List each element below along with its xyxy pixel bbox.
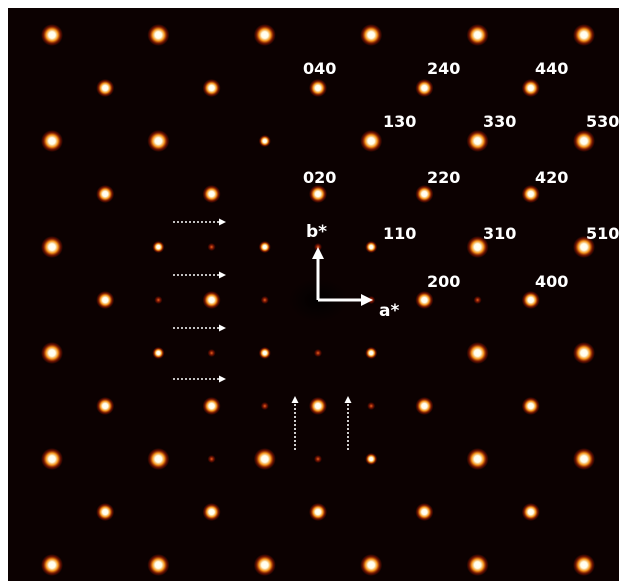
diffraction-spot: [96, 79, 115, 97]
diffraction-spot: [521, 185, 540, 203]
reflection-label: 530: [586, 112, 619, 131]
reflection-label: 510: [586, 224, 619, 243]
axes-indicator: a* b*: [306, 222, 399, 321]
reflection-label: 040: [303, 59, 336, 78]
reflection-label: 330: [483, 112, 516, 131]
diffraction-spot: [253, 24, 276, 46]
diffraction-spot: [41, 554, 63, 576]
reflection-label: 420: [535, 168, 568, 187]
weak-spot: [260, 296, 269, 304]
reflection-label: 110: [383, 224, 416, 243]
diffraction-spot: [415, 291, 434, 309]
diffraction-spot: [253, 554, 276, 576]
diffraction-spot: [258, 135, 271, 147]
diffraction-spot: [365, 347, 378, 359]
diffraction-spot: [152, 241, 165, 253]
diffraction-spot: [253, 448, 276, 470]
diffraction-spot: [309, 397, 327, 415]
diffraction-spot: [96, 185, 115, 203]
reflection-label: 200: [427, 272, 460, 291]
diffraction-spot: [415, 397, 434, 415]
diffraction-spot: [147, 130, 170, 152]
weak-spot: [473, 296, 482, 304]
diffraction-spots: [41, 24, 595, 576]
reflection-label: 440: [535, 59, 568, 78]
diffraction-spot: [41, 448, 63, 470]
reflection-label: 020: [303, 168, 336, 187]
weak-spot: [207, 455, 216, 463]
diffraction-spot: [415, 79, 434, 97]
reflection-label: 310: [483, 224, 516, 243]
reflection-label: 400: [535, 272, 568, 291]
diffraction-spot: [41, 236, 63, 258]
diffraction-spot: [365, 453, 378, 465]
diffraction-spot: [466, 342, 489, 364]
diffraction-spot: [415, 185, 434, 203]
reflection-label: 220: [427, 168, 460, 187]
diffraction-spot: [96, 397, 115, 415]
weak-spot: [154, 296, 163, 304]
diffraction-spot: [521, 503, 540, 521]
diffraction-spot: [202, 79, 221, 97]
diffraction-spot: [521, 291, 540, 309]
diffraction-spot: [309, 503, 327, 521]
weak-spot: [314, 349, 322, 357]
diffraction-spot: [202, 397, 221, 415]
diffraction-spot: [365, 241, 378, 253]
weak-spot: [207, 243, 216, 251]
diffraction-spot: [573, 24, 595, 46]
diffraction-spot: [202, 503, 221, 521]
diffraction-spot: [573, 236, 595, 258]
diffraction-spot: [258, 347, 271, 359]
diffraction-spot: [96, 503, 115, 521]
diffraction-spot: [41, 130, 63, 152]
diffraction-spot: [415, 503, 434, 521]
a-star-label: a*: [379, 301, 399, 321]
diffraction-spot: [152, 347, 165, 359]
reflection-labels: 040 240 440 130 330 530 020 220 420 110 310 510 200 4…: [303, 59, 619, 291]
diffraction-spot: [466, 236, 489, 258]
diffraction-spot: [41, 342, 63, 364]
diffraction-spot: [466, 24, 489, 46]
diffraction-spot: [360, 130, 383, 152]
diffraction-spot: [360, 554, 383, 576]
diffraction-spot: [521, 397, 540, 415]
diffraction-spot: [573, 342, 595, 364]
diffraction-spot: [147, 554, 170, 576]
weak-spot: [260, 402, 269, 410]
weak-spot: [207, 349, 216, 357]
diffraction-spot: [466, 130, 489, 152]
diffraction-spot: [573, 448, 595, 470]
diffraction-spot: [466, 448, 489, 470]
weak-spot: [367, 402, 376, 410]
weak-spot: [314, 455, 322, 463]
diffraction-spot: [573, 554, 595, 576]
weak-spot: [314, 243, 322, 251]
diffraction-spot: [147, 448, 170, 470]
diffraction-spot: [360, 24, 383, 46]
diffraction-spot: [202, 185, 221, 203]
diffraction-spot: [96, 291, 115, 309]
diffraction-spot: [573, 130, 595, 152]
dotted-arrow-markers: [173, 218, 352, 450]
diffraction-spot: [258, 241, 271, 253]
reflection-label: 130: [383, 112, 416, 131]
b-star-label: b*: [306, 222, 327, 242]
diffraction-spot: [41, 24, 63, 46]
diffraction-spot: [309, 185, 327, 203]
diffraction-spot: [521, 79, 540, 97]
diffraction-spot: [147, 24, 170, 46]
diffraction-spot: [466, 554, 489, 576]
reflection-label: 240: [427, 59, 460, 78]
diffraction-spot: [309, 79, 327, 97]
diffraction-spot: [202, 291, 221, 309]
